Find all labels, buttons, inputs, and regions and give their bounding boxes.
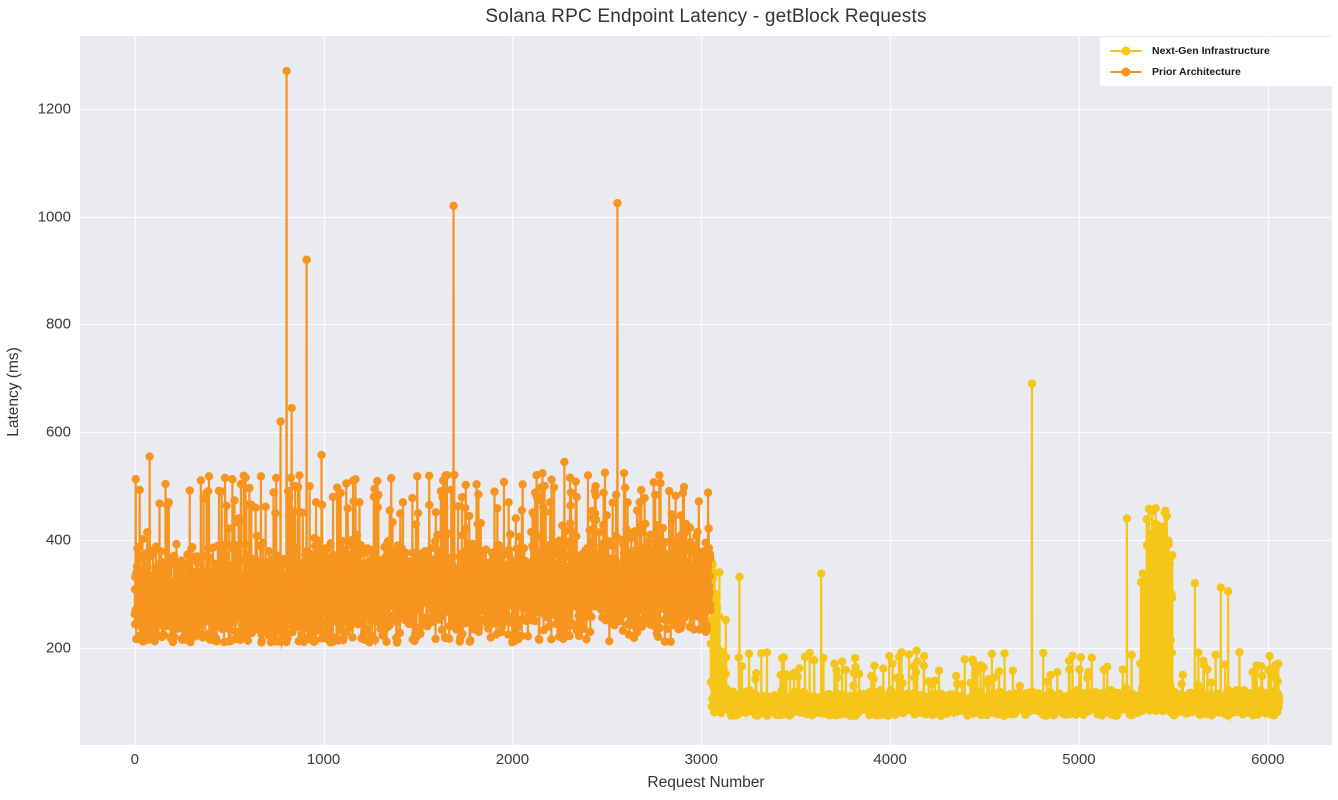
legend-entry: Next-Gen Infrastructure	[1110, 45, 1320, 57]
x-tick-label: 3000	[684, 751, 718, 768]
legend: Next-Gen Infrastructure Prior Architectur…	[1100, 37, 1334, 86]
x-tick-label: 1000	[306, 751, 341, 768]
legend-line-marker-icon	[1110, 67, 1142, 77]
x-tick-label: 2000	[495, 751, 530, 768]
x-tick-label: 6000	[1251, 751, 1285, 768]
y-tick-label: 800	[45, 315, 71, 333]
y-tick-label: 1000	[37, 208, 71, 226]
legend-entry: Prior Architecture	[1110, 66, 1320, 78]
y-tick-label: 400	[45, 531, 71, 549]
x-tick-label: 0	[130, 751, 139, 768]
y-tick-label: 1200	[37, 100, 71, 118]
legend-label: Next-Gen Infrastructure	[1152, 45, 1270, 57]
legend-line-marker-icon	[1110, 46, 1142, 56]
x-axis-label: Request Number	[647, 774, 765, 791]
y-tick-label: 200	[45, 639, 71, 657]
legend-label: Prior Architecture	[1152, 66, 1241, 78]
y-tick-label: 600	[45, 423, 71, 441]
y-axis-label: Latency (ms)	[5, 347, 22, 437]
x-tick-label: 5000	[1062, 751, 1096, 768]
x-tick-label: 4000	[873, 751, 907, 768]
